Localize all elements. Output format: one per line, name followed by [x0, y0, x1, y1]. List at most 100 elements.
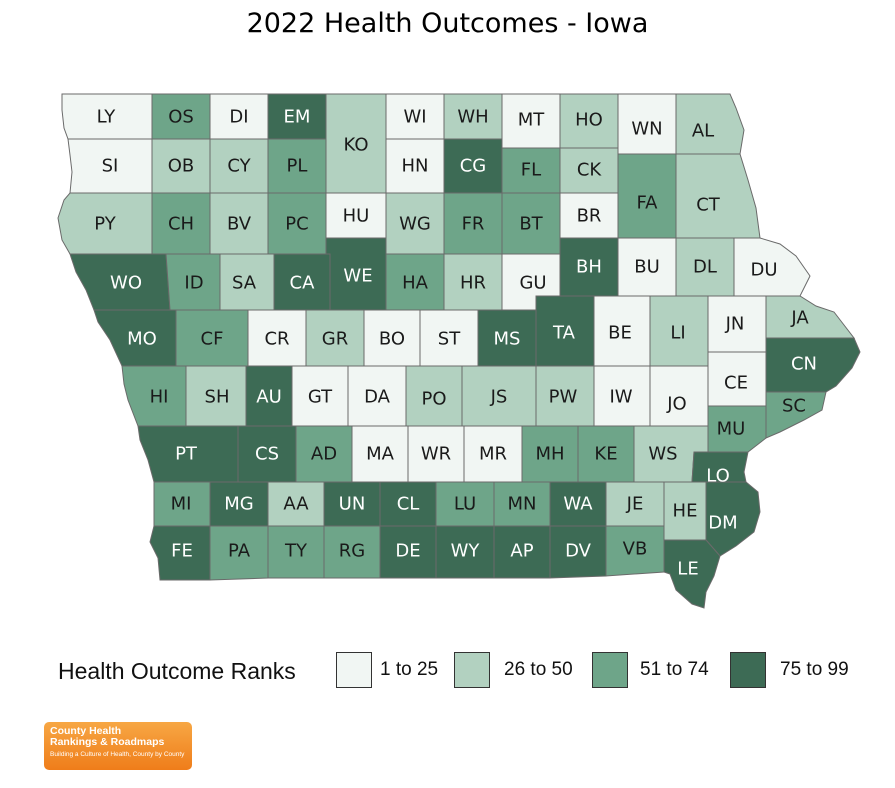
county-label-rg: RG: [339, 541, 365, 562]
county-label-ma: MA: [366, 444, 395, 465]
logo-tagline: Building a Culture of Health, County by …: [50, 751, 185, 758]
county-label-pw: PW: [549, 387, 578, 408]
county-label-vb: VB: [623, 539, 648, 560]
county-label-py: PY: [94, 214, 116, 235]
legend-swatch-4: [730, 652, 766, 688]
county-label-hu: HU: [343, 206, 370, 227]
county-lo: [691, 451, 749, 483]
county-label-be: BE: [608, 323, 632, 344]
county-label-ja: JA: [790, 308, 809, 329]
county-label-cg: CG: [460, 156, 487, 177]
county-label-ke: KE: [594, 444, 617, 465]
county-label-jn: JN: [725, 314, 745, 335]
county-label-sh: SH: [205, 387, 230, 408]
county-label-bh: BH: [576, 257, 602, 278]
legend-label-3: 51 to 74: [640, 659, 709, 680]
county-label-wy: WY: [451, 541, 481, 562]
county-label-pl: PL: [287, 156, 308, 177]
county-label-ty: TY: [284, 541, 308, 562]
county-label-da: DA: [364, 387, 391, 408]
county-label-ta: TA: [552, 323, 576, 344]
county-label-hr: HR: [460, 273, 486, 294]
county-label-po: PO: [421, 389, 446, 410]
county-label-wi: WI: [403, 107, 426, 128]
county-label-wn: WN: [631, 119, 662, 140]
county-label-mo: MO: [127, 329, 157, 350]
county-label-le: LE: [677, 559, 698, 580]
county-label-ch: CH: [168, 214, 194, 235]
county-label-lo: LO: [706, 466, 730, 487]
logo-line-2: Rankings & Roadmaps: [50, 736, 165, 748]
legend-label-4: 75 to 99: [780, 659, 849, 680]
county-label-bo: BO: [379, 329, 405, 350]
county-label-os: OS: [168, 107, 194, 128]
county-label-ce: CE: [724, 373, 748, 394]
county-label-wg: WG: [399, 214, 431, 235]
county-label-au: AU: [256, 387, 282, 408]
county-label-mr: MR: [479, 444, 507, 465]
county-label-gt: GT: [308, 387, 333, 408]
county-label-ap: AP: [510, 541, 533, 562]
county-label-li: LI: [670, 323, 685, 344]
county-label-hi: HI: [150, 387, 169, 408]
iowa-county-map: LY OS DI EM KO WI WH MT HO WN AL SI OB CY PL HN CG FL CK FA…: [57, 93, 861, 609]
county-label-al: AL: [692, 121, 714, 142]
county-label-bu: BU: [634, 257, 660, 278]
county-label-sc: SC: [782, 396, 806, 417]
county-label-cf: CF: [201, 329, 224, 350]
county-label-dm: DM: [708, 513, 737, 534]
county-label-dl: DL: [693, 257, 717, 278]
county-ja: [765, 295, 856, 339]
legend-label-2: 26 to 50: [504, 659, 573, 680]
legend-title: Health Outcome Ranks: [58, 658, 296, 684]
county-le: [663, 539, 721, 609]
county-label-ho: HO: [575, 110, 603, 131]
county-label-hn: HN: [402, 156, 429, 177]
county-label-fe: FE: [171, 541, 193, 562]
legend-swatch-1: [336, 652, 372, 688]
county-label-em: EM: [284, 107, 311, 128]
county-label-jo: JO: [666, 394, 686, 415]
county-label-fr: FR: [462, 214, 485, 235]
county-label-id: ID: [184, 273, 203, 294]
county-label-un: UN: [339, 494, 366, 515]
county-label-js: JS: [490, 387, 508, 408]
county-label-mi: MI: [171, 494, 192, 515]
county-label-aa: AA: [283, 494, 309, 515]
county-label-cs: CS: [255, 444, 279, 465]
county-label-pc: PC: [285, 214, 308, 235]
county-label-cn: CN: [791, 354, 817, 375]
county-label-mn: MN: [508, 494, 537, 515]
county-label-wo: WO: [110, 273, 142, 294]
county-label-wa: WA: [563, 494, 593, 515]
county-label-ko: KO: [344, 135, 369, 156]
county-label-mt: MT: [518, 110, 546, 131]
county-label-ob: OB: [168, 156, 195, 177]
county-health-rankings-logo: County Health Rankings & Roadmaps Buildi…: [44, 722, 192, 770]
county-label-lu: LU: [454, 494, 476, 515]
county-label-mu: MU: [717, 419, 746, 440]
county-label-gu: GU: [519, 273, 546, 294]
county-label-ca: CA: [290, 273, 316, 294]
logo-line-1: County Health: [50, 725, 122, 737]
county-label-st: ST: [438, 329, 461, 350]
county-label-wh: WH: [457, 107, 488, 128]
county-label-he: HE: [673, 501, 698, 522]
legend-swatch-3: [592, 652, 628, 688]
county-label-gr: GR: [322, 329, 348, 350]
county-label-de: DE: [395, 541, 420, 562]
county-label-ms: MS: [494, 329, 521, 350]
county-label-mh: MH: [535, 444, 564, 465]
county-label-wr: WR: [421, 444, 451, 465]
county-label-di: DI: [229, 107, 248, 128]
county-label-iw: IW: [609, 387, 632, 408]
county-label-bv: BV: [227, 214, 252, 235]
county-label-pt: PT: [175, 444, 198, 465]
legend-label-1: 1 to 25: [380, 659, 439, 680]
county-label-bt: BT: [519, 214, 543, 235]
county-label-ly: LY: [97, 107, 117, 128]
legend-swatch-2: [454, 652, 490, 688]
county-mu: [707, 405, 767, 453]
county-label-we: WE: [343, 266, 372, 287]
legend: Health Outcome Ranks 1 to 25 26 to 50 51…: [58, 652, 868, 692]
